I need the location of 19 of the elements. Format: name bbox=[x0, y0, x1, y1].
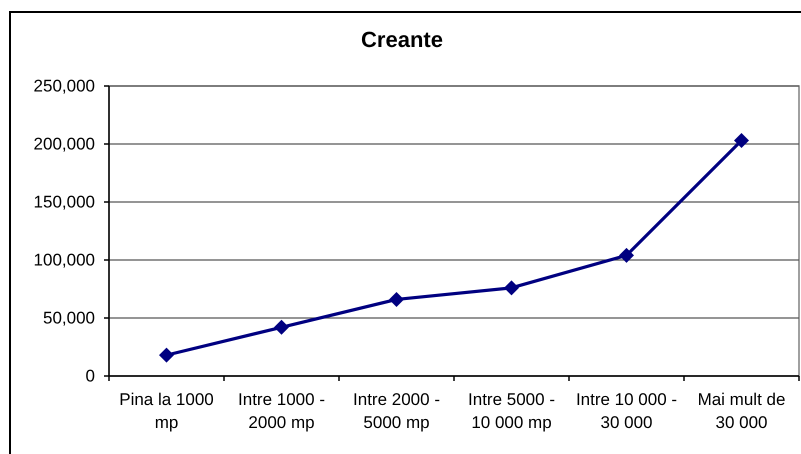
point bbox=[274, 320, 289, 335]
x-tick-label: Intre 5000 - 10 000 mp bbox=[468, 390, 555, 432]
x-tick-label: Intre 1000 - 2000 mp bbox=[238, 390, 325, 432]
x-tick-label: Mai mult de 30 000 bbox=[698, 390, 786, 432]
y-tick-label: 100,000 bbox=[34, 250, 95, 270]
point bbox=[159, 348, 174, 363]
y-tick-label: 150,000 bbox=[34, 192, 95, 212]
chart-title: Creante bbox=[361, 27, 443, 52]
point bbox=[619, 248, 634, 263]
point bbox=[389, 292, 404, 307]
y-tick-label: 200,000 bbox=[34, 134, 95, 154]
x-tick-label: Intre 2000 - 5000 mp bbox=[353, 390, 440, 432]
y-tick-label: 250,000 bbox=[34, 76, 95, 96]
point bbox=[734, 133, 749, 148]
y-tick-label: 50,000 bbox=[43, 308, 95, 328]
y-tick-label: 0 bbox=[86, 366, 95, 386]
x-tick-label: Intre 10 000 - 30 000 bbox=[576, 390, 678, 432]
x-tick-label: Pina la 1000 mp bbox=[119, 390, 214, 432]
point bbox=[504, 280, 519, 296]
